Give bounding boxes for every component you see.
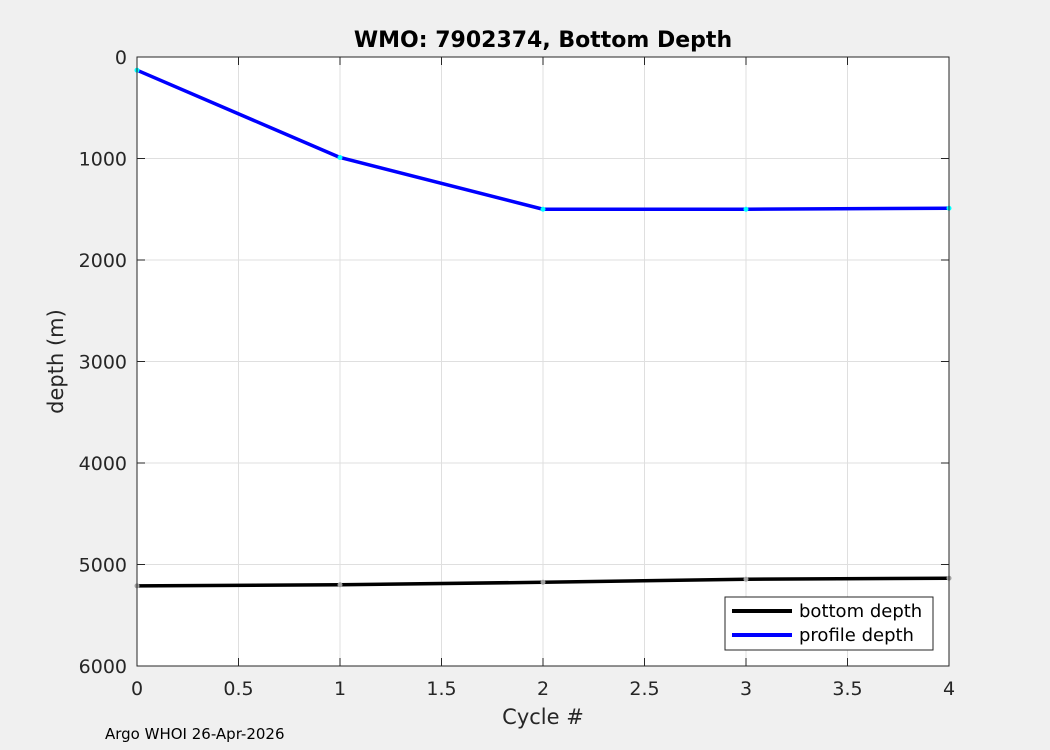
- x-axis-label: Cycle #: [502, 705, 584, 729]
- x-tick-label: 3: [740, 678, 752, 700]
- y-tick-label: 4000: [79, 453, 127, 475]
- footer-credit: Argo WHOI 26-Apr-2026: [105, 725, 285, 743]
- x-tick-label: 0.5: [223, 678, 253, 700]
- data-point-bottom-depth: [743, 576, 749, 582]
- x-tick-label: 1: [334, 678, 346, 700]
- y-tick-label: 3000: [79, 352, 127, 374]
- y-tick-label: 1000: [79, 149, 127, 171]
- data-point-profile-depth: [540, 206, 546, 212]
- x-tick-label: 3.5: [832, 678, 862, 700]
- legend-box: [724, 596, 934, 651]
- x-tick-label: 0: [131, 678, 143, 700]
- axes-ticks: 0 0.5 1 1.5 2 2.5 3 3.5 4 0 1000 2000 3000 4000 5000 60…: [79, 47, 955, 700]
- y-axis-label: depth (m): [44, 309, 68, 414]
- legend: bottom depth profile depth: [724, 596, 934, 651]
- y-tick-label: 2000: [79, 250, 127, 272]
- y-tick-label: 0: [115, 47, 127, 69]
- x-tick-label: 4: [943, 678, 955, 700]
- x-tick-label: 1.5: [426, 678, 456, 700]
- chart-title: WMO: 7902374, Bottom Depth: [354, 28, 732, 53]
- series-layer: [134, 67, 952, 589]
- data-point-bottom-depth: [337, 582, 343, 588]
- x-tick-label: 2: [537, 678, 549, 700]
- legend-label: bottom depth: [799, 601, 922, 622]
- legend-label: profile depth: [799, 625, 914, 646]
- data-point-profile-depth: [743, 206, 749, 212]
- x-tick-label: 2.5: [629, 678, 659, 700]
- y-tick-label: 5000: [79, 555, 127, 577]
- data-point-bottom-depth: [540, 579, 546, 585]
- data-point-profile-depth: [337, 154, 343, 160]
- y-tick-label: 6000: [79, 656, 127, 678]
